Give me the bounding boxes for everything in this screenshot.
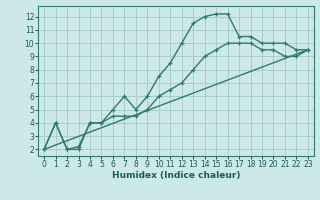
X-axis label: Humidex (Indice chaleur): Humidex (Indice chaleur) (112, 171, 240, 180)
